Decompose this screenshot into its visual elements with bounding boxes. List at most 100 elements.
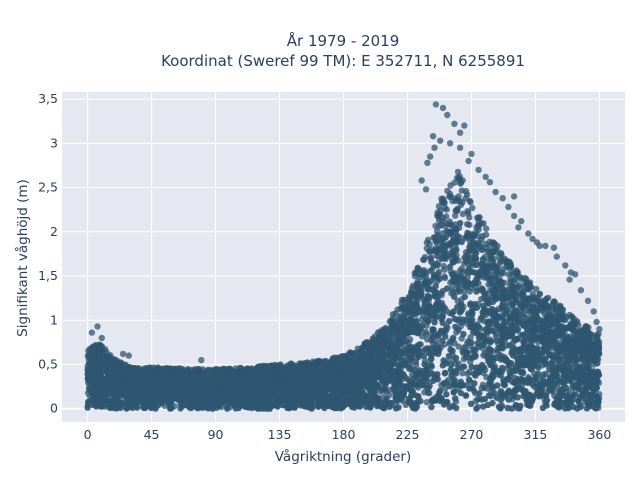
scatter-point — [447, 361, 455, 368]
scatter-point — [434, 371, 441, 378]
scatter-point — [359, 344, 366, 351]
scatter-point — [552, 304, 559, 311]
scatter-point — [426, 303, 433, 310]
scatter-point — [443, 285, 451, 292]
scatter-point — [366, 343, 373, 351]
scatter-point — [447, 182, 454, 189]
scatter-point — [425, 310, 433, 317]
scatter-point — [467, 334, 474, 341]
scatter-point — [459, 210, 467, 218]
scatter-point — [413, 355, 420, 362]
scatter-point — [496, 260, 503, 267]
scatter-point — [447, 366, 454, 373]
scatter-point — [467, 400, 475, 407]
scatter-point — [498, 251, 505, 258]
scatter-point — [453, 246, 460, 254]
scatter-point — [490, 239, 497, 246]
scatter-point — [421, 302, 428, 310]
scatter-point — [506, 369, 514, 377]
scatter-point — [503, 263, 510, 270]
scatter-point — [478, 384, 485, 392]
scatter-point — [436, 211, 443, 218]
scatter-point — [588, 331, 595, 338]
scatter-point — [219, 367, 226, 374]
scatter-point — [258, 364, 265, 371]
scatter-point — [490, 327, 497, 335]
data-points — [84, 101, 603, 412]
scatter-point — [509, 271, 516, 278]
scatter-point — [483, 225, 490, 232]
scatter-point — [490, 261, 497, 268]
scatter-point — [461, 293, 468, 300]
scatter-point — [483, 269, 490, 277]
scatter-point — [224, 405, 231, 412]
scatter-point — [455, 360, 462, 367]
scatter-point — [512, 276, 519, 284]
scatter-point — [507, 263, 515, 270]
scatter-point — [462, 392, 469, 399]
scatter-point — [464, 221, 471, 228]
scatter-point — [560, 316, 567, 323]
scatter-point — [435, 217, 443, 224]
scatter-point — [434, 293, 442, 300]
scatter-point — [426, 389, 433, 397]
scatter-point — [423, 399, 430, 406]
scatter-point — [468, 363, 475, 370]
scatter-point — [364, 339, 372, 346]
scatter-point — [492, 249, 500, 256]
scatter-point — [86, 346, 93, 353]
scatter-point — [381, 326, 388, 334]
chart-title: År 1979 - 2019 — [287, 31, 400, 50]
scatter-point — [426, 293, 433, 301]
scatter-point — [464, 208, 471, 215]
scatter-point — [434, 252, 441, 260]
scatter-point — [414, 265, 422, 272]
scatter-point — [403, 338, 410, 345]
scatter-point — [459, 370, 466, 377]
scatter-point — [444, 187, 451, 194]
scatter-point — [411, 269, 418, 277]
scatter-point — [388, 334, 395, 341]
scatter-point — [550, 299, 557, 306]
scatter-point — [478, 396, 485, 403]
scatter-point — [413, 361, 420, 369]
scatter-point — [485, 276, 493, 283]
scatter-point — [460, 330, 467, 338]
scatter-point — [114, 359, 121, 367]
scatter-point — [518, 375, 525, 383]
scatter-point — [440, 380, 447, 387]
scatter-point — [458, 187, 465, 194]
scatter-point — [456, 173, 463, 180]
scatter-point — [469, 204, 476, 212]
scatter-point — [380, 340, 388, 347]
scatter-point — [435, 332, 442, 340]
scatter-point — [309, 361, 316, 368]
scatter-point — [575, 321, 582, 329]
scatter-point — [395, 362, 403, 369]
scatter-point — [476, 390, 483, 397]
scatter-point — [519, 331, 526, 338]
scatter-point — [420, 352, 428, 360]
scatter-point — [572, 391, 579, 398]
scatter-point — [463, 233, 471, 240]
scatter-point — [435, 203, 443, 210]
scatter-point — [583, 365, 590, 372]
scatter-point — [448, 221, 455, 229]
scatter-point — [419, 272, 426, 279]
scatter-point — [314, 357, 321, 365]
scatter-point — [533, 285, 540, 293]
scatter-point — [400, 372, 407, 379]
scatter-point — [428, 403, 435, 411]
scatter-point — [451, 278, 458, 286]
scatter-point — [400, 296, 408, 304]
scatter-point — [542, 392, 550, 399]
scatter-point — [446, 193, 453, 200]
scatter-point — [471, 380, 478, 387]
scatter-point — [438, 337, 446, 345]
scatter-point — [443, 220, 450, 227]
scatter-point — [525, 280, 532, 287]
scatter-point — [447, 346, 454, 353]
scatter-point — [424, 318, 431, 325]
scatter-point — [500, 378, 507, 385]
